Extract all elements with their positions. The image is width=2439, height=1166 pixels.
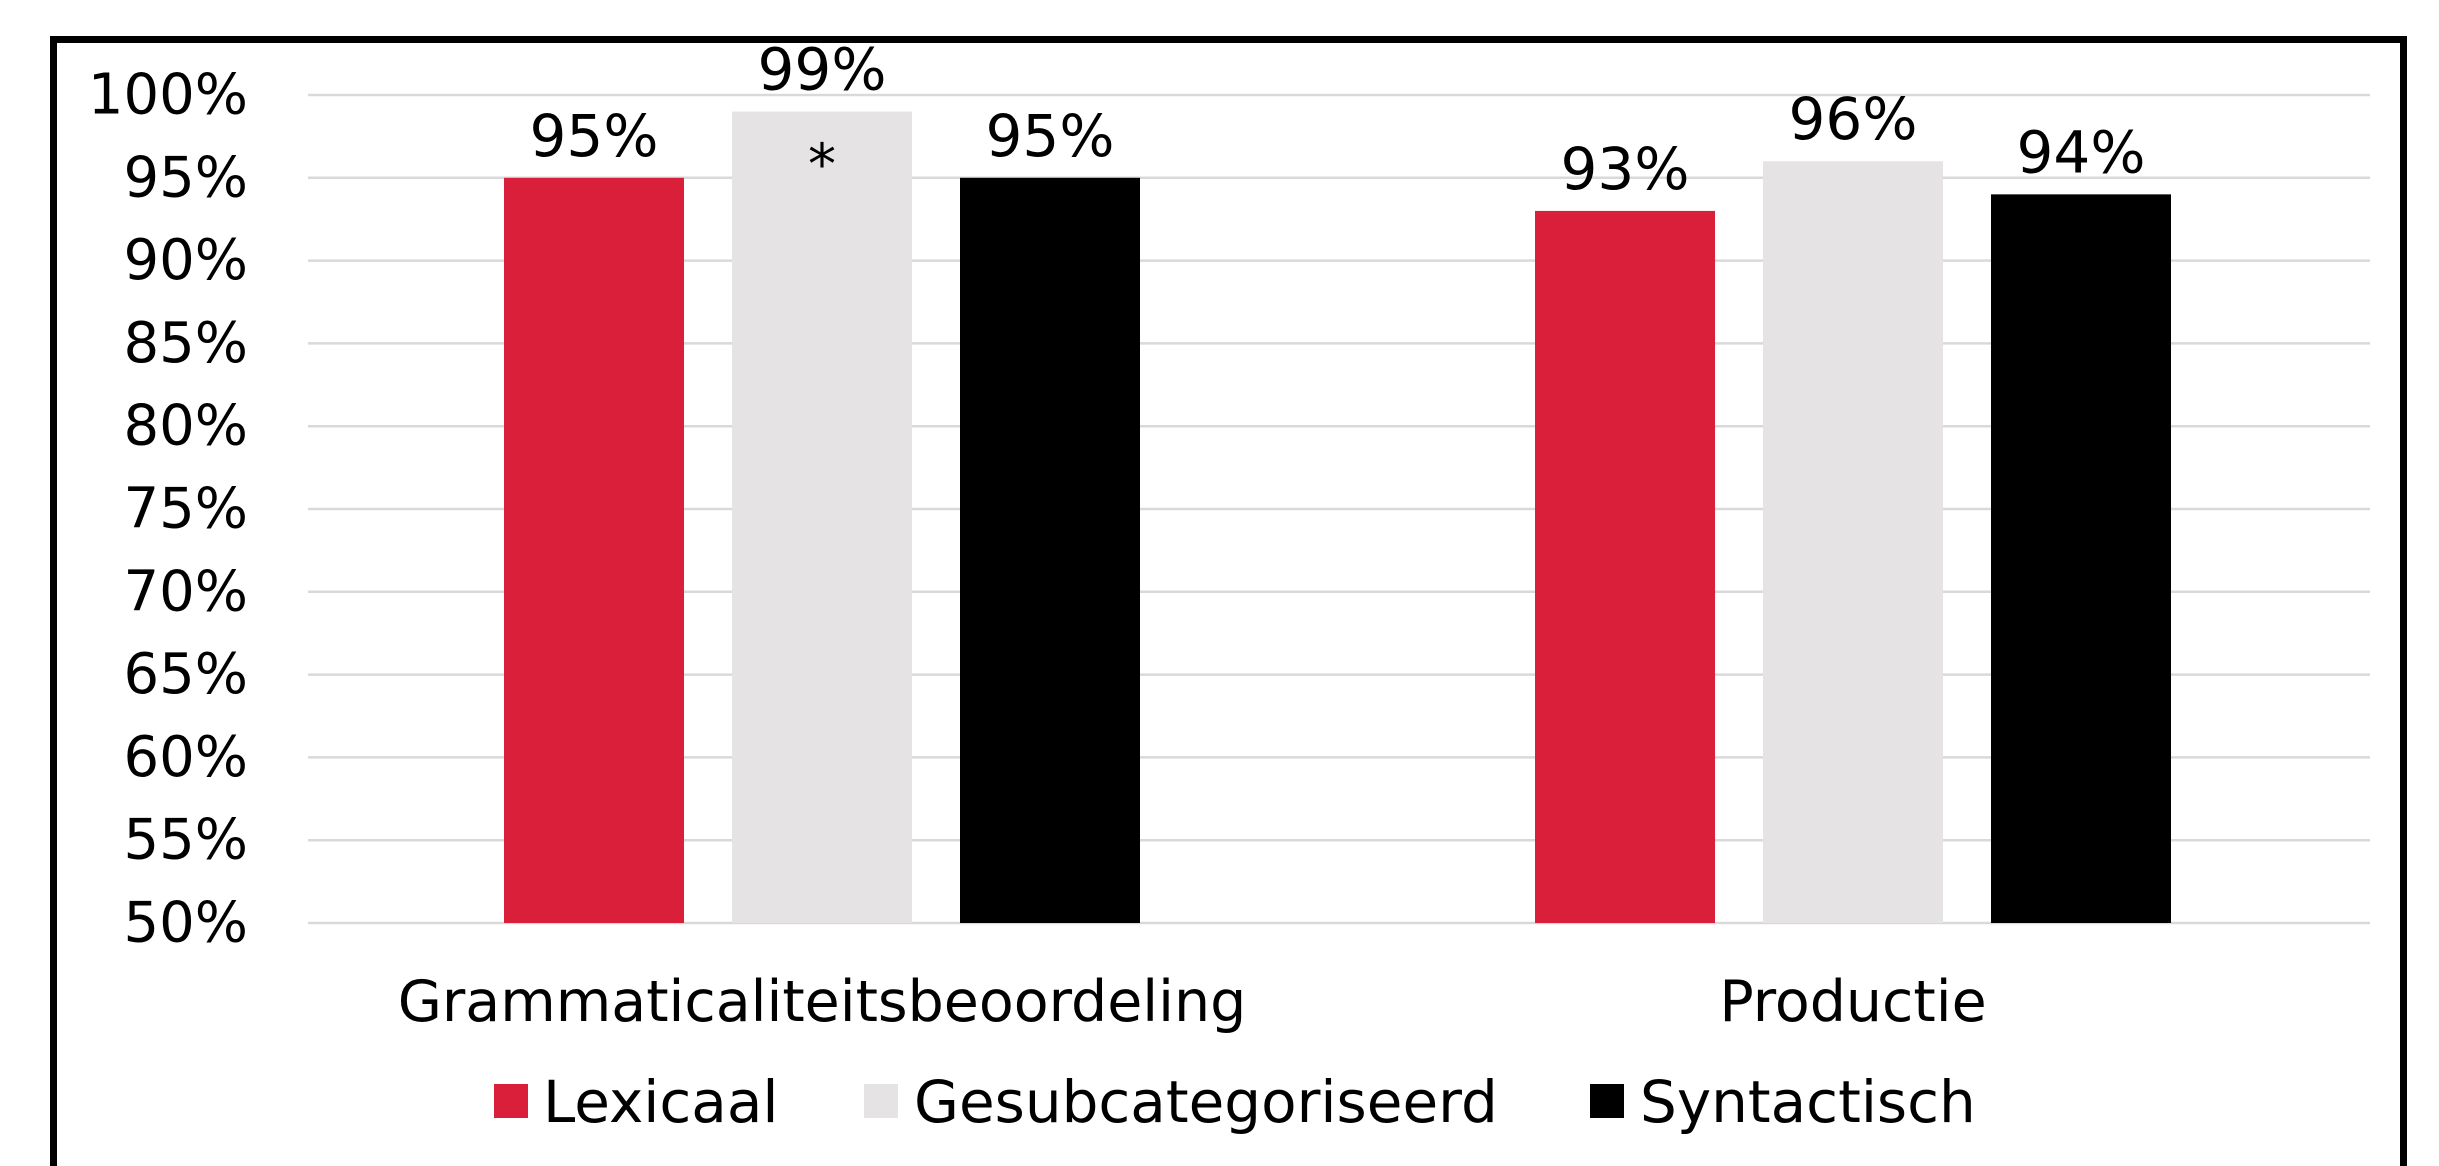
x-category-label: Grammaticaliteitsbeoordeling: [398, 969, 1247, 1035]
legend-swatch: [494, 1084, 528, 1118]
legend-label: Lexicaal: [543, 1068, 778, 1136]
y-tick-label: 75%: [124, 477, 248, 542]
bars: [504, 111, 2171, 924]
legend[interactable]: Lexicaal Gesubcategoriseerd Syntactisch: [494, 1068, 1976, 1136]
y-tick-label: 95%: [124, 145, 248, 210]
y-tick-label: 50%: [124, 891, 248, 956]
data-label: 94%: [2017, 118, 2146, 186]
y-tick-label: 80%: [124, 394, 248, 459]
bar-lexicaal[interactable]: [504, 177, 684, 924]
bar-lexicaal[interactable]: [1535, 210, 1715, 924]
y-axis-tick-labels: 50% 55% 60% 65% 70% 75% 80% 85% 90% 95% 100%: [88, 63, 248, 956]
legend-swatch: [1590, 1084, 1624, 1118]
legend-swatch: [864, 1084, 898, 1118]
bar-gesubcategoriseerd[interactable]: [732, 111, 912, 923]
data-label: 93%: [1561, 135, 1690, 203]
y-tick-label: 65%: [124, 642, 248, 707]
legend-label: Syntactisch: [1640, 1068, 1976, 1136]
legend-label: Gesubcategoriseerd: [914, 1068, 1498, 1136]
y-tick-label: 85%: [124, 311, 248, 376]
data-label: 95%: [986, 102, 1115, 170]
bar-syntactisch[interactable]: [960, 177, 1140, 924]
x-axis-category-labels: Grammaticaliteitsbeoordeling Productie: [398, 969, 1987, 1035]
y-tick-label: 100%: [88, 63, 248, 128]
data-label: 95%: [530, 102, 659, 170]
y-tick-label: 55%: [124, 808, 248, 873]
y-tick-label: 60%: [124, 725, 248, 790]
bar-syntactisch[interactable]: [1991, 194, 2171, 924]
data-labels: 95% 99% 95% 93% 96% 94% *: [530, 36, 2146, 203]
y-tick-label: 90%: [124, 228, 248, 293]
data-label: 96%: [1789, 85, 1918, 153]
data-label: 99%: [758, 36, 887, 104]
y-tick-label: 70%: [124, 559, 248, 624]
significance-marker: *: [808, 133, 836, 198]
bar-gesubcategoriseerd[interactable]: [1763, 161, 1943, 924]
x-category-label: Productie: [1719, 969, 1986, 1035]
